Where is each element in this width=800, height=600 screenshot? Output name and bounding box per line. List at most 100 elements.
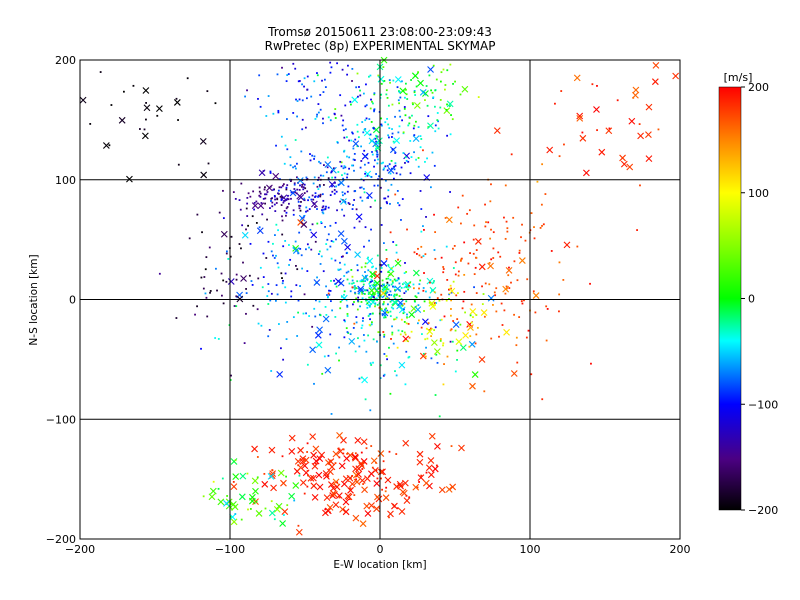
scatter-point — [361, 320, 364, 322]
plot-frame — [79, 59, 681, 540]
scatter-point — [450, 287, 453, 290]
scatter-point — [259, 266, 262, 269]
scatter-point — [372, 265, 374, 268]
scatter-point — [508, 287, 511, 289]
scatter-point — [391, 103, 394, 106]
scatter-point — [277, 229, 279, 232]
scatter-point — [355, 86, 358, 89]
scatter-point — [429, 327, 432, 330]
scatter-point — [282, 358, 285, 361]
scatter-point-x — [315, 341, 323, 349]
scatter-point — [425, 471, 428, 474]
scatter-point — [327, 177, 330, 180]
scatter-point — [444, 88, 446, 91]
scatter-point — [405, 93, 408, 96]
scatter-point-x — [462, 331, 469, 339]
scatter-point — [397, 131, 400, 134]
scatter-point — [296, 188, 299, 191]
scatter-point — [367, 315, 370, 317]
scatter-point — [392, 79, 395, 82]
scatter-point — [322, 208, 325, 211]
scatter-point — [311, 194, 314, 197]
scatter-point — [296, 176, 298, 179]
scatter-point — [435, 353, 438, 356]
scatter-point — [424, 99, 426, 101]
scatter-point — [343, 275, 346, 277]
scatter-point — [394, 162, 397, 165]
scatter-point — [202, 495, 205, 498]
scatter-point — [422, 149, 424, 152]
scatter-point — [349, 100, 352, 103]
scatter-point — [334, 108, 337, 110]
scatter-point — [407, 322, 410, 325]
scatter-point — [452, 320, 455, 322]
scatter-point — [370, 98, 372, 101]
scatter-point — [286, 118, 288, 120]
scatter-point — [298, 231, 301, 234]
scatter-point — [424, 355, 427, 358]
scatter-point-x — [318, 451, 326, 459]
scatter-point-x — [379, 468, 386, 476]
scatter-point — [499, 255, 502, 258]
scatter-point — [415, 158, 417, 161]
scatter-point — [240, 182, 243, 185]
scatter-point-x — [358, 477, 366, 484]
scatter-point — [400, 318, 403, 321]
scatter-point — [390, 283, 393, 286]
scatter-point — [351, 131, 353, 134]
scatter-point — [413, 300, 416, 302]
scatter-point-x — [311, 462, 319, 470]
scatter-point — [281, 455, 284, 458]
scatter-point-x — [428, 432, 436, 440]
scatter-point — [222, 217, 225, 220]
scatter-point-x — [419, 352, 427, 360]
scatter-point — [303, 197, 306, 200]
scatter-point — [196, 213, 199, 216]
scatter-point-x — [428, 299, 436, 307]
scatter-point-x — [270, 484, 277, 492]
scatter-point-x — [563, 241, 571, 249]
scatter-point — [340, 255, 343, 258]
scatter-point — [558, 310, 560, 313]
scatter-point — [420, 256, 423, 259]
scatter-point — [305, 312, 307, 315]
scatter-point — [343, 172, 346, 175]
scatter-point — [275, 299, 277, 302]
scatter-point — [350, 139, 353, 142]
scatter-point — [280, 198, 283, 200]
scatter-point — [322, 199, 325, 202]
scatter-point — [398, 295, 401, 297]
scatter-point-x — [445, 486, 453, 493]
scatter-point — [286, 148, 289, 151]
scatter-point — [175, 97, 178, 100]
scatter-point — [464, 311, 466, 314]
scatter-point — [314, 118, 317, 120]
scatter-point — [408, 336, 411, 339]
scatter-point — [367, 161, 370, 164]
scatter-point — [308, 196, 311, 199]
scatter-point — [379, 364, 382, 367]
scatter-point-x — [632, 86, 640, 94]
scatter-point — [340, 165, 343, 168]
scatter-point — [492, 247, 495, 250]
scatter-point — [420, 474, 423, 477]
scatter-point — [329, 61, 332, 64]
scatter-point — [314, 240, 317, 243]
scatter-point — [310, 248, 313, 251]
scatter-point — [267, 290, 270, 293]
scatter-point-x — [348, 480, 356, 488]
scatter-point — [329, 224, 332, 227]
scatter-point-x — [487, 262, 494, 270]
scatter-point — [383, 80, 386, 82]
scatter-point — [405, 322, 408, 325]
scatter-point — [359, 196, 362, 199]
colorbar-tick-label: −200 — [748, 504, 778, 517]
scatter-point-x — [332, 450, 340, 458]
scatter-point — [471, 310, 474, 313]
scatter-point — [581, 131, 584, 134]
scatter-point — [334, 117, 337, 119]
scatter-point — [446, 69, 449, 72]
scatter-point — [267, 95, 270, 97]
scatter-point — [393, 177, 395, 180]
scatter-point-x — [455, 338, 463, 346]
